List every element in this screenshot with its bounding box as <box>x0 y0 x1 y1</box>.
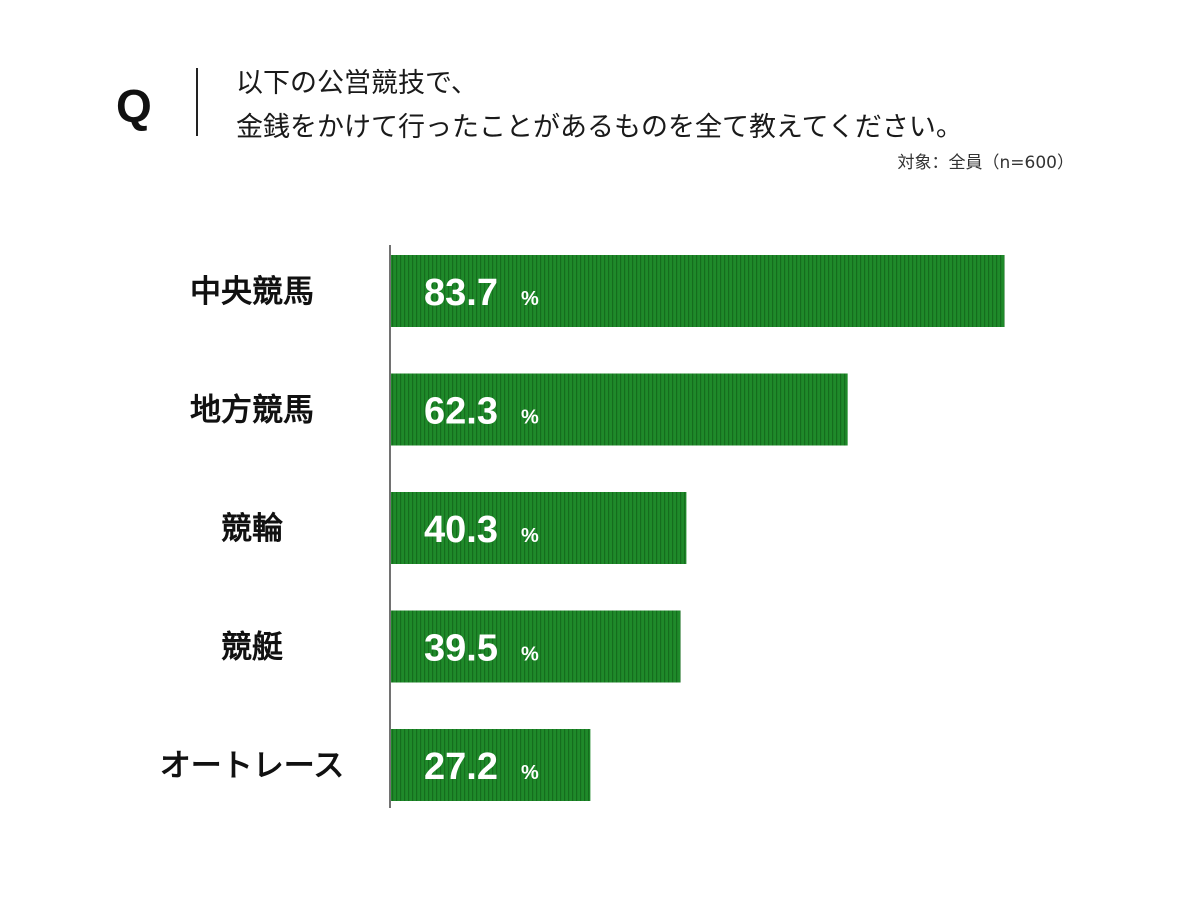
unit-label: % <box>521 407 539 429</box>
question-line-1: 以下の公営競技で、 <box>236 68 478 99</box>
category-label: オートレース <box>160 748 344 784</box>
bar <box>391 729 591 801</box>
bar <box>391 255 1005 327</box>
value-label: 39.5 <box>424 628 498 670</box>
unit-label: % <box>521 525 539 547</box>
header-divider <box>196 68 198 136</box>
question-text: 以下の公営競技で、 金銭をかけて行ったことがあるものを全て教えてください。 <box>236 62 963 150</box>
question-line-2: 金銭をかけて行ったことがあるものを全て教えてください。 <box>236 112 963 143</box>
unit-label: % <box>521 762 539 784</box>
category-label: 競輪 <box>221 511 283 547</box>
category-label: 地方競馬 <box>190 393 314 429</box>
value-label: 62.3 <box>424 391 498 433</box>
unit-label: % <box>521 644 539 666</box>
value-label: 27.2 <box>424 746 498 788</box>
unit-label: % <box>521 288 539 310</box>
sample-note: 対象：全員（n=600） <box>897 153 1074 173</box>
category-label: 競艇 <box>221 630 283 666</box>
value-label: 40.3 <box>424 509 498 551</box>
bar <box>391 492 687 564</box>
value-label: 83.7 <box>424 272 498 314</box>
category-label: 中央競馬 <box>190 274 314 310</box>
bar <box>391 610 681 683</box>
bar <box>391 373 848 446</box>
chart-body: 中央競馬 83.7 % 地方競馬 62.3 % 競輪 40.3 % 競艇 39.5 % オートレース 27… <box>160 245 1005 808</box>
question-mark: Q <box>116 80 152 132</box>
